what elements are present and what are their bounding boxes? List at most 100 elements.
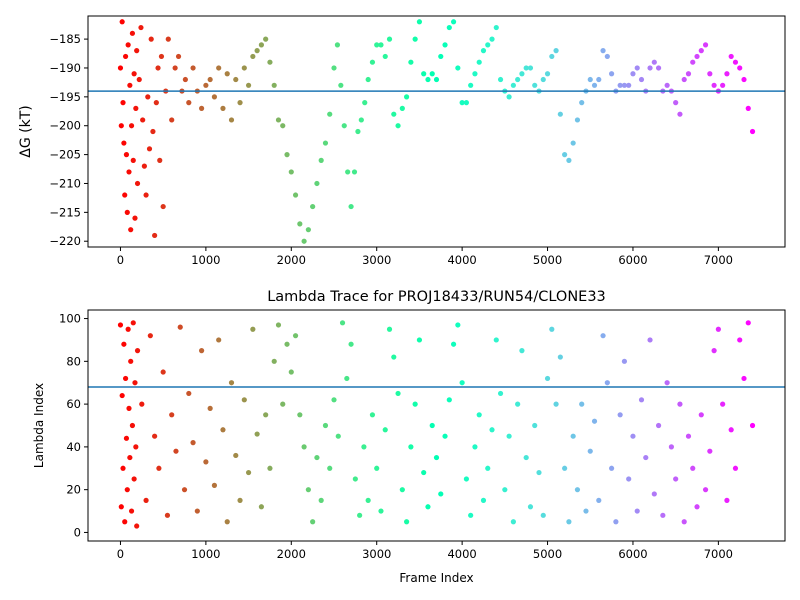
delta-g-point <box>412 36 418 42</box>
lambda-point <box>506 433 512 439</box>
lambda-point <box>152 433 158 439</box>
y-tick-label: −210 <box>49 176 81 190</box>
delta-g-point <box>351 169 358 175</box>
lambda-point <box>596 497 602 503</box>
lambda-point <box>301 444 307 450</box>
delta-g-point <box>421 71 427 77</box>
top-y-axis-label: ΔG (kT) <box>18 105 34 157</box>
lambda-point <box>181 487 188 493</box>
lambda-point <box>147 333 153 339</box>
delta-g-point <box>160 203 166 210</box>
delta-g-point <box>596 76 602 83</box>
delta-g-point <box>203 82 209 88</box>
delta-g-point <box>399 105 405 111</box>
lambda-point <box>638 397 645 403</box>
delta-g-point <box>647 65 653 71</box>
lambda-point <box>361 444 367 450</box>
lambda-point <box>502 487 508 493</box>
lambda-point <box>544 375 551 382</box>
delta-g-point <box>267 59 273 65</box>
delta-g-point <box>694 53 700 60</box>
delta-g-point <box>146 146 153 152</box>
lambda-point <box>220 427 226 433</box>
lambda-point <box>314 454 320 461</box>
delta-g-point <box>391 111 397 117</box>
delta-g-point <box>143 192 149 198</box>
lambda-point <box>357 512 363 518</box>
lambda-point <box>305 487 311 493</box>
x-tick-label: 6000 <box>618 253 647 267</box>
delta-g-point <box>216 65 222 71</box>
delta-g-point <box>310 203 316 210</box>
delta-g-point <box>673 100 679 106</box>
lambda-point <box>173 448 179 454</box>
lambda-y-axis-label: Lambda Index <box>32 383 46 468</box>
lambda-point <box>143 497 149 503</box>
delta-g-point <box>155 65 161 71</box>
delta-g-point <box>233 76 239 83</box>
delta-g-scatter-points <box>117 19 756 244</box>
delta-g-point <box>497 76 504 83</box>
delta-g-point <box>749 128 756 135</box>
lambda-point <box>720 401 726 407</box>
lambda-point <box>557 354 563 360</box>
y-tick-label: −195 <box>49 90 81 104</box>
lambda-point <box>284 341 290 347</box>
lambda-point <box>574 487 581 493</box>
delta-g-point <box>369 59 376 65</box>
lambda-point <box>292 333 299 339</box>
delta-g-point <box>557 111 563 117</box>
lambda-point <box>288 369 294 375</box>
delta-g-point <box>626 82 632 88</box>
delta-g-point <box>378 42 384 48</box>
lambda-point <box>120 465 126 471</box>
lambda-index-panel: Lambda Trace for PROJ18433/RUN54/CLONE33… <box>32 289 786 585</box>
delta-g-point <box>207 76 213 83</box>
delta-g-point <box>587 76 593 83</box>
lambda-point <box>421 469 427 476</box>
x-tick-label: 3000 <box>362 547 391 561</box>
x-tick-label: 0 <box>117 253 124 267</box>
lambda-point <box>651 491 657 497</box>
delta-g-point <box>211 94 218 100</box>
delta-g-point <box>446 24 452 31</box>
delta-g-point <box>134 48 140 54</box>
lambda-point <box>194 508 200 514</box>
lambda-point <box>732 465 739 471</box>
delta-g-point <box>553 48 559 54</box>
lambda-point <box>129 422 136 429</box>
delta-g-point <box>493 24 499 31</box>
lambda-point <box>233 452 239 459</box>
delta-g-point <box>130 157 136 163</box>
delta-g-point <box>544 71 551 77</box>
lambda-point <box>280 401 286 407</box>
lambda-point <box>322 422 329 429</box>
delta-g-point <box>345 169 351 175</box>
lambda-point <box>741 375 747 382</box>
delta-g-point <box>532 82 538 88</box>
delta-g-point <box>489 36 495 42</box>
delta-g-point <box>128 227 134 233</box>
y-tick-label: −200 <box>49 119 81 133</box>
delta-g-point <box>468 82 474 88</box>
lambda-point <box>583 508 589 514</box>
delta-g-point <box>455 65 461 71</box>
lambda-point <box>164 512 171 518</box>
lambda-point <box>613 519 619 525</box>
x-tick-label: 0 <box>117 547 124 561</box>
delta-g-point <box>698 48 704 54</box>
lambda-point <box>254 431 260 437</box>
delta-g-point <box>382 53 388 60</box>
delta-g-point <box>126 169 132 175</box>
x-tick-label: 1000 <box>191 253 220 267</box>
delta-g-point <box>425 76 431 83</box>
delta-g-point <box>463 100 469 106</box>
lambda-point <box>664 380 670 386</box>
delta-g-point <box>685 71 692 77</box>
lambda-point <box>119 392 125 399</box>
delta-g-point <box>341 123 347 129</box>
delta-g-panel: 0 1000 2000 3000 4000 5000 6000 7000 −220−215−2… <box>18 15 786 267</box>
lambda-point <box>250 326 256 332</box>
delta-g-point <box>527 65 534 71</box>
bottom-plot-frame <box>87 309 786 542</box>
